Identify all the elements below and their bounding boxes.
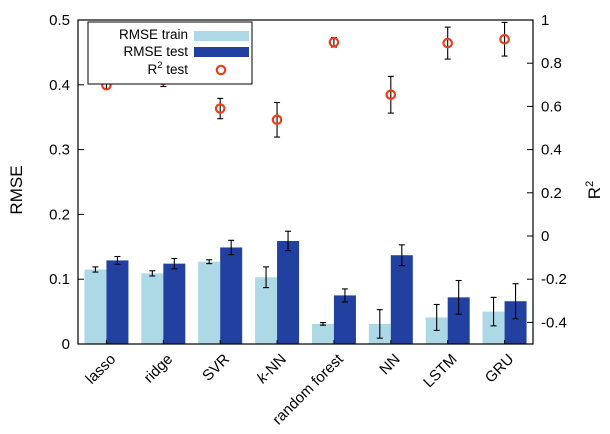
y-tick-label-left-0-3: 0.3	[49, 142, 70, 159]
error-bar-rmse-test-random-forest	[341, 288, 348, 303]
bar-rmse-test-gru	[504, 301, 527, 344]
y-tick-label-left-0: 0	[62, 336, 70, 353]
error-bar-rmse-train-k-nn	[263, 266, 270, 289]
r2-point-k-nn	[271, 114, 283, 126]
point-group-r2-random-forest	[328, 36, 340, 48]
bar-rmse-test-ridge	[163, 263, 186, 344]
error-bar-rmse-test-ridge	[171, 257, 178, 270]
r2-point-gru	[499, 33, 510, 45]
error-bar-rmse-test-k-nn	[285, 230, 292, 252]
y-tick-label-right-0-6: 0.6	[541, 98, 562, 115]
y-tick-label-left-0-2: 0.2	[49, 206, 70, 223]
r2-point-svr	[214, 103, 226, 114]
error-bar-rmse-train-random-forest	[319, 322, 326, 326]
error-bar-rmse-train-lstm	[433, 303, 440, 331]
r2-point-nn	[385, 89, 397, 101]
point-group-r2-gru	[499, 21, 510, 57]
point-group-r2-svr	[214, 97, 226, 120]
x-tick-label-gru: GRU	[482, 351, 518, 387]
bar-layer	[84, 230, 527, 344]
y-tick-label-right-0-4: 0.4	[541, 142, 562, 159]
bar-rmse-test-k-nn	[277, 240, 300, 344]
bar-rmse-test-svr	[220, 247, 243, 344]
y-tick-label-right-0-8: 0.8	[541, 55, 562, 72]
error-bar-rmse-train-svr	[206, 259, 213, 265]
x-tick-label-lasso: lasso	[82, 351, 119, 388]
error-bar-rmse-test-gru	[512, 283, 519, 320]
legend: RMSE train RMSE test R2 test	[87, 21, 253, 85]
y-axis-title-right: R2	[584, 181, 604, 199]
y-tick-label-right-1: 1	[541, 12, 549, 29]
x-tick-label-nn: NN	[376, 351, 403, 378]
bar-rmse-train-lasso	[84, 269, 107, 344]
x-tick-label-ridge: ridge	[141, 351, 177, 387]
y-tick-label-right-0: 0	[541, 228, 549, 245]
plot-frame	[77, 19, 534, 345]
error-bar-rmse-test-lasso	[114, 255, 121, 265]
point-group-r2-nn	[385, 75, 397, 114]
error-bar-rmse-train-lasso	[92, 266, 99, 273]
legend-label-rmse-test: RMSE test	[123, 44, 188, 59]
point-group-r2-k-nn	[271, 101, 283, 138]
bar-rmse-train-ridge	[141, 273, 164, 344]
x-tick-label-k-nn: k-NN	[254, 351, 290, 387]
y-tick-label-right-0-2: -0.2	[541, 271, 567, 288]
y-tick-label-right-0-2: 0.2	[541, 185, 562, 202]
y-axis-title-left: RMSE	[7, 165, 26, 214]
bar-rmse-test-nn	[390, 255, 413, 344]
bar-rmse-test-lasso	[106, 260, 129, 344]
point-group-r2-lstm	[442, 26, 453, 60]
error-bar-rmse-train-gru	[490, 296, 497, 327]
r2-point-random-forest	[328, 36, 340, 48]
y-tick-label-left-0-4: 0.4	[49, 77, 70, 94]
x-tick-label-svr: SVR	[199, 351, 233, 385]
bar-rmse-train-k-nn	[255, 277, 278, 344]
error-bar-rmse-train-ridge	[149, 270, 156, 277]
y-tick-label-left-0-1: 0.1	[49, 271, 70, 288]
x-tick-label-lstm: LSTM	[420, 351, 460, 391]
error-bar-rmse-test-nn	[398, 244, 405, 267]
legend-label-rmse-train: RMSE train	[119, 27, 188, 42]
bar-rmse-train-gru	[482, 311, 505, 344]
legend-swatch-rmse-train	[194, 31, 249, 41]
bar-rmse-test-lstm	[447, 297, 470, 344]
error-bar-rmse-train-nn	[376, 309, 383, 339]
legend-marker-r2-test	[215, 64, 227, 76]
legend-swatch-rmse-test	[194, 47, 249, 57]
y-tick-label-left-0-5: 0.5	[49, 12, 70, 29]
bar-rmse-train-svr	[198, 261, 221, 344]
r2-point-lstm	[442, 37, 453, 49]
error-bar-rmse-test-svr	[228, 239, 235, 256]
bar-rmse-train-random-forest	[311, 323, 334, 344]
error-bar-rmse-test-lstm	[455, 279, 462, 315]
point-layer	[101, 21, 510, 138]
y-tick-label-right-0-4: -0.4	[541, 314, 567, 331]
bar-rmse-test-random-forest	[333, 295, 356, 344]
legend-label-r2-test: R2 test	[147, 60, 188, 77]
